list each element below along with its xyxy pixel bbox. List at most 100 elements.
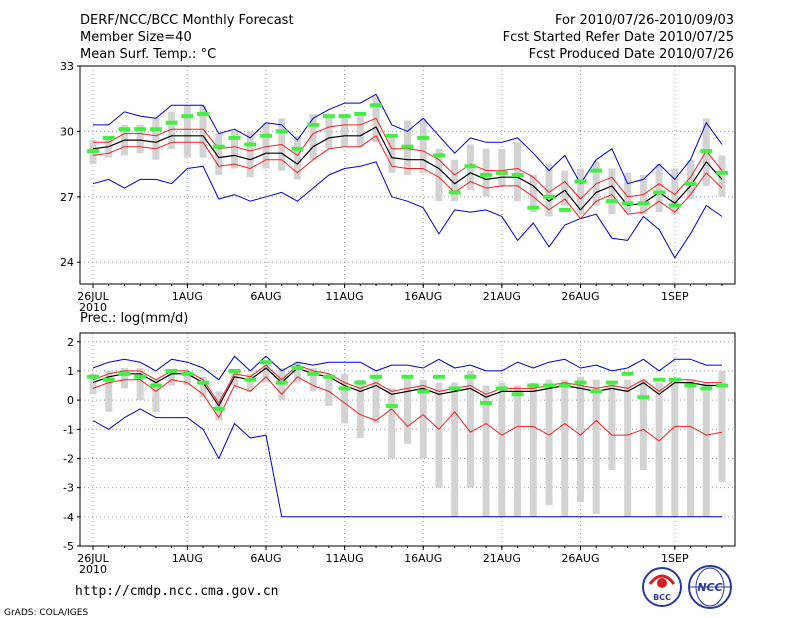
temp-ytick-label: 27 xyxy=(60,191,74,204)
precip-observed-marker xyxy=(668,377,681,382)
precip-xtick-label: 11AUG xyxy=(326,552,364,565)
precip-spread-bar xyxy=(231,370,239,386)
precip-spread-bar xyxy=(120,368,128,389)
temp-xtick-label: 11AUG xyxy=(326,290,364,303)
temp-spread-bar xyxy=(419,118,427,173)
precip-xtick-label: 21AUG xyxy=(483,552,521,565)
variable-label: Mean Surf. Temp.: °C xyxy=(80,47,216,62)
precip-ensemble-mean-line xyxy=(92,367,722,407)
precip-spread-bar xyxy=(624,379,632,517)
temp-observed-marker xyxy=(480,173,493,177)
precip-xtick-label: 1AUG xyxy=(172,552,203,565)
precip-xtick-label: 16AUG xyxy=(404,552,442,565)
temp-xtick-label: 26AUG xyxy=(561,290,599,303)
temp-spread-bar xyxy=(624,172,632,213)
precip-observed-marker xyxy=(354,380,367,385)
temp-observed-marker xyxy=(684,181,697,186)
temp-observed-marker xyxy=(432,153,445,158)
temp-spread-bar xyxy=(215,133,223,175)
temp-observed-marker xyxy=(212,144,225,149)
precip-spread-bar xyxy=(388,388,396,459)
precip-spread-bar xyxy=(608,382,616,471)
temp-ensemble-mean-line xyxy=(92,126,723,211)
temp-min-line xyxy=(92,161,723,259)
precip-observed-marker xyxy=(621,371,634,376)
temp-plot-frame xyxy=(79,65,736,285)
precip-spread-bar xyxy=(356,379,364,439)
temp-xtick-label: 26JUL xyxy=(77,290,109,303)
precip-observed-marker xyxy=(165,368,178,373)
precip-observed-marker xyxy=(259,360,272,365)
temp-observed-marker xyxy=(574,179,587,184)
precip-observed-marker xyxy=(275,380,288,385)
member-size: Member Size=40 xyxy=(80,30,192,45)
temp-observed-marker xyxy=(543,194,556,199)
precip-observed-marker xyxy=(432,374,445,379)
precip-observed-marker xyxy=(558,383,571,388)
precip-observed-marker xyxy=(700,386,713,391)
temp-observed-marker xyxy=(637,201,650,206)
precip-observed-marker xyxy=(228,368,241,373)
temp-observed-marker xyxy=(259,133,272,138)
precip-spread-bar xyxy=(372,376,380,424)
precip-observed-marker xyxy=(134,374,147,379)
temp-observed-marker xyxy=(118,127,131,132)
temp-observed-marker xyxy=(700,149,713,154)
temp-observed-marker xyxy=(102,135,115,140)
temp-xtick-label: 1SEP xyxy=(661,290,689,303)
start-date: Fcst Started Refer Date 2010/07/25 xyxy=(503,30,734,45)
temp-spread-bar xyxy=(482,148,490,197)
temp-spread-bar xyxy=(136,124,144,154)
precip-xtick-label: 26AUG xyxy=(561,552,599,565)
precip-spread-bar xyxy=(718,370,726,482)
temp-xtick-label: 16AUG xyxy=(404,290,442,303)
precip-observed-marker xyxy=(590,389,603,394)
precip-spread-bar xyxy=(404,376,411,444)
precip-observed-marker xyxy=(448,386,461,391)
temp-spread-bar xyxy=(262,122,270,169)
temp-xtick-label: 6AUG xyxy=(250,290,281,303)
precip-spread-bar xyxy=(702,382,710,517)
precip-ytick-label: 2 xyxy=(67,336,74,349)
precip-spread-bar xyxy=(514,385,522,517)
temp-spread-bar xyxy=(372,96,380,143)
precip-xtick-label: 6AUG xyxy=(250,552,281,565)
temp-observed-marker xyxy=(370,103,383,108)
temp-spread-bar xyxy=(152,118,160,160)
temp-observed-marker xyxy=(590,168,603,173)
forecast-period: For 2010/07/26-2010/09/03 xyxy=(555,13,734,28)
temp-spread-bar xyxy=(687,159,695,199)
temp-spread-bar xyxy=(199,105,207,158)
temp-spread-bar xyxy=(498,148,506,186)
precip-ytick-label: -5 xyxy=(63,540,74,553)
temp-spread-bar xyxy=(529,175,537,213)
precip-spread-bar xyxy=(341,373,349,424)
precip-spread-bar xyxy=(671,382,679,517)
temp-spread-bar xyxy=(561,170,569,206)
temp-spread-bar xyxy=(231,131,239,169)
temp-observed-marker xyxy=(291,146,304,151)
precip-observed-marker xyxy=(307,371,320,376)
precip-spread-bar xyxy=(498,382,506,517)
precip-observed-marker xyxy=(322,374,335,379)
produced-date: Fcst Produced Date 2010/07/26 xyxy=(529,47,734,62)
precip-observed-marker xyxy=(574,380,587,385)
precip-min-line xyxy=(92,408,722,518)
temp-observed-marker xyxy=(275,129,288,134)
chart-title: DERF/NCC/BCC Monthly Forecast xyxy=(80,13,294,28)
precip-observed-marker xyxy=(197,380,210,385)
precip-observed-marker xyxy=(684,383,697,388)
precip-spread-bar xyxy=(419,379,427,459)
precip-ytick-label: 0 xyxy=(67,394,74,407)
precip-spread-bar xyxy=(592,379,600,514)
temp-spread-bar xyxy=(608,168,616,215)
bcc-logo: BCC xyxy=(642,567,682,607)
precip-ytick-label: 1 xyxy=(67,365,74,378)
precip-observed-marker xyxy=(149,383,162,388)
temp-observed-marker xyxy=(495,170,508,175)
precip-observed-marker xyxy=(118,371,131,376)
temp-observed-marker xyxy=(716,170,728,175)
temp-observed-marker xyxy=(621,201,634,206)
temp-spread-bar xyxy=(293,135,301,180)
